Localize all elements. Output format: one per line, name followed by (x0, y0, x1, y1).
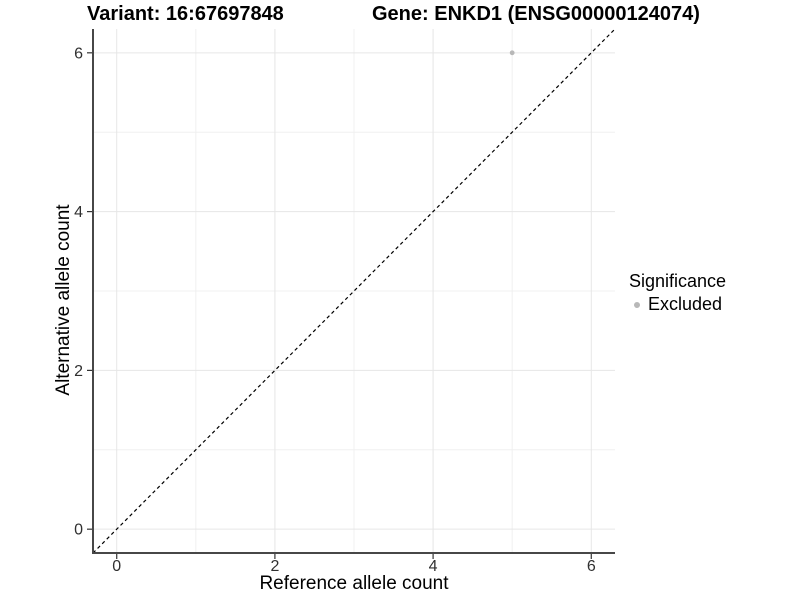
legend-item-label: Excluded (648, 294, 723, 314)
x-tick-label: 2 (270, 558, 279, 575)
y-tick-label: 4 (74, 204, 83, 221)
y-tick-label: 6 (74, 45, 83, 62)
y-tick-label: 2 (74, 363, 83, 380)
gene-title: Gene: ENKD1 (ENSG00000124074) (372, 3, 700, 25)
data-point (509, 50, 515, 56)
x-axis-title: Reference allele count (259, 573, 449, 594)
variant-title: Variant: 16:67697848 (87, 3, 284, 25)
x-tick-label: 4 (429, 558, 438, 575)
x-tick-label: 6 (587, 558, 596, 575)
legend-item-excluded: Excluded (629, 294, 726, 315)
legend-point-icon (634, 301, 640, 308)
y-tick-label: 0 (74, 522, 83, 539)
x-tick-label: 0 (112, 558, 121, 575)
legend: Significance Excluded (629, 271, 726, 315)
legend-title: Significance (629, 271, 727, 291)
